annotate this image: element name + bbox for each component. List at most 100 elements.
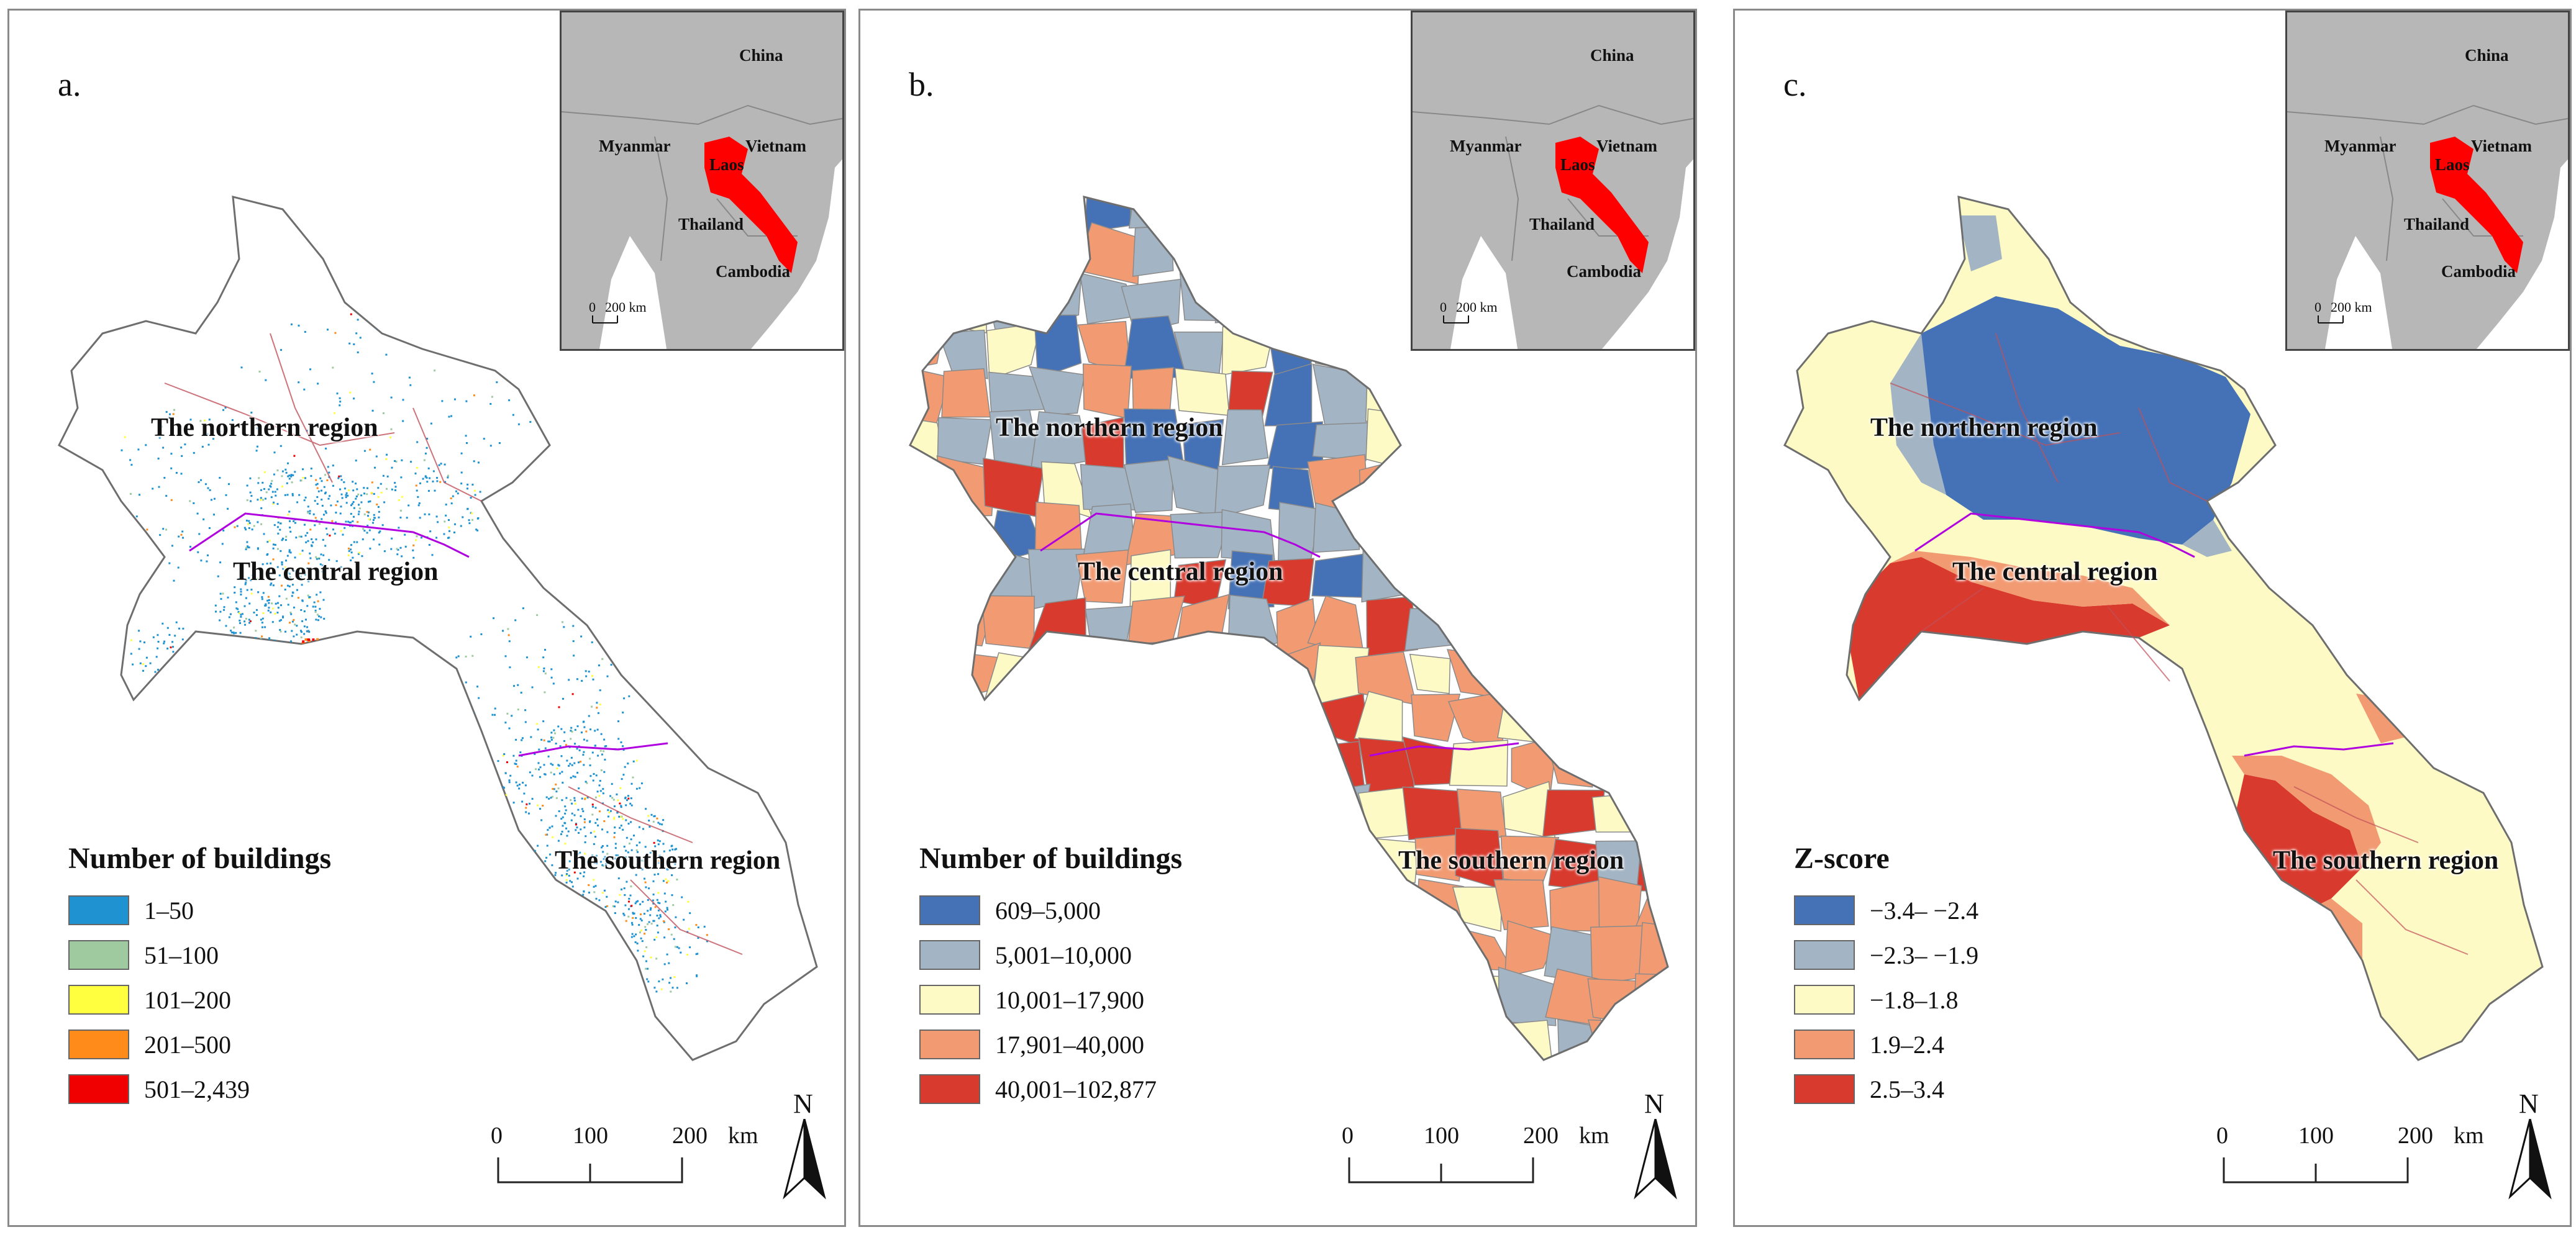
scale-tick-100: 100 — [2298, 1123, 2334, 1149]
legend: Number of buildings 1–50 51–100 101–200 … — [68, 841, 331, 1111]
coldspot-fringe-2 — [2182, 520, 2232, 557]
legend-item: 10,001–17,900 — [919, 977, 1182, 1022]
scale-tick-100: 100 — [1424, 1123, 1459, 1149]
legend-swatch — [68, 1074, 129, 1104]
region-boundary-north-central — [189, 512, 470, 558]
legend-title: Z-score — [1794, 842, 1890, 875]
inset-label-cambodia: Cambodia — [2441, 262, 2516, 281]
north-arrow-icon — [1634, 1119, 1677, 1200]
scale-bar: 0 100 200 km — [2216, 1122, 2484, 1190]
laos-building-map — [58, 196, 818, 1061]
scale-bar: 0 100 200 km — [491, 1122, 758, 1190]
region-label-north: The northern region — [1870, 414, 2098, 442]
inset-sea — [599, 159, 842, 349]
laos-outline — [58, 196, 818, 1061]
inset-label-laos: Laos — [709, 155, 744, 174]
legend-item: 1–50 — [68, 888, 331, 933]
region-label-central: The central region — [233, 558, 439, 586]
region-boundary-central-south — [518, 742, 668, 757]
inset-scale-label: 200 km — [1456, 299, 1498, 315]
region-label-south: The southern region — [2273, 846, 2499, 875]
inset-label-cambodia: Cambodia — [1567, 262, 1642, 281]
legend-title: Number of buildings — [919, 842, 1183, 875]
legend-item: 1.9–2.4 — [1794, 1022, 1978, 1067]
region-label-north: The northern region — [151, 414, 378, 442]
inset-label-china: China — [739, 46, 783, 65]
legend-swatch — [68, 1030, 129, 1059]
inset-label-vietnam: Vietnam — [745, 137, 806, 155]
region-label-central: The central region — [1078, 558, 1283, 586]
legend-title: Number of buildings — [68, 842, 332, 875]
scale-tick-0: 0 — [2216, 1123, 2228, 1149]
region-label-south: The southern region — [1398, 846, 1624, 875]
legend-text: 40,001–102,877 — [995, 1075, 1157, 1103]
inset-label-vietnam: Vietnam — [1596, 137, 1657, 155]
hotspot-central-fringe — [1890, 551, 2170, 625]
legend-text: 201–500 — [144, 1030, 231, 1059]
scale-tick-100: 100 — [573, 1123, 608, 1149]
legend-item: 40,001–102,877 — [919, 1067, 1182, 1111]
inset-label-laos: Laos — [1560, 155, 1595, 174]
coldspot-fringe-3 — [1959, 215, 2002, 271]
legend-text: −2.3– −1.9 — [1870, 941, 1979, 969]
north-arrow: N — [780, 1088, 829, 1200]
legend-item: 2.5–3.4 — [1794, 1067, 1978, 1111]
legend-item: −2.3– −1.9 — [1794, 933, 1978, 977]
inset-label-thailand: Thailand — [1529, 215, 1595, 233]
location-inset-map: China Myanmar Vietnam Laos Thailand Camb… — [560, 11, 844, 351]
inset-scale-zero: 0 — [2314, 299, 2321, 315]
scale-tick-200: 200 — [2398, 1123, 2433, 1149]
legend-swatch — [919, 1074, 980, 1104]
legend-swatch — [68, 985, 129, 1015]
inset-label-vietnam: Vietnam — [2471, 137, 2532, 155]
inset-scale-label: 200 km — [605, 299, 647, 315]
north-label: N — [2519, 1088, 2539, 1119]
legend-item: 5,001–10,000 — [919, 933, 1182, 977]
legend-swatch — [1794, 940, 1855, 970]
legend-swatch — [1794, 985, 1855, 1015]
legend-text: 17,901–40,000 — [995, 1030, 1144, 1059]
region-label-central: The central region — [1952, 558, 2158, 586]
scale-unit: km — [2454, 1123, 2484, 1149]
hotspot-central — [1847, 557, 2170, 700]
legend-swatch — [1794, 895, 1855, 925]
legend-text: 2.5–3.4 — [1870, 1075, 1944, 1103]
inset-label-thailand: Thailand — [2404, 215, 2470, 233]
legend-text: 10,001–17,900 — [995, 985, 1144, 1014]
legend-text: 51–100 — [144, 941, 219, 969]
inset-laos — [704, 137, 798, 273]
legend-item: 201–500 — [68, 1022, 331, 1067]
legend-item: 501–2,439 — [68, 1067, 331, 1111]
inset-label-myanmar: Myanmar — [599, 137, 671, 155]
legend-swatch — [68, 895, 129, 925]
legend-item: 17,901–40,000 — [919, 1022, 1182, 1067]
legend-swatch — [68, 940, 129, 970]
legend-text: 1–50 — [144, 896, 194, 925]
inset-label-thailand: Thailand — [678, 215, 744, 233]
legend-text: 101–200 — [144, 985, 231, 1014]
scale-tick-200: 200 — [672, 1123, 708, 1149]
map-panel-b: b. China Myanmar Vietnam Laos Thailand C… — [858, 9, 1697, 1227]
legend-swatch — [919, 985, 980, 1015]
scale-unit: km — [728, 1123, 758, 1149]
inset-label-china: China — [2465, 46, 2509, 65]
legend-swatch — [1794, 1074, 1855, 1104]
inset-label-laos: Laos — [2435, 155, 2470, 174]
legend-swatch — [919, 895, 980, 925]
inset-label-myanmar: Myanmar — [2324, 137, 2396, 155]
north-arrow-icon — [2508, 1119, 2552, 1200]
coldspot-north-fringe — [1890, 333, 1946, 495]
legend-text: 5,001–10,000 — [995, 941, 1132, 969]
map-panel-a: a. China Myanmar Vietnam Laos Thailand C… — [7, 9, 846, 1227]
legend-text: −1.8–1.8 — [1870, 985, 1959, 1014]
legend-text: 1.9–2.4 — [1870, 1030, 1944, 1059]
north-arrow: N — [2505, 1088, 2555, 1200]
region-label-south: The southern region — [555, 846, 781, 875]
panel-label: c. — [1783, 66, 1807, 103]
north-arrow-icon — [783, 1119, 826, 1200]
inset-scale-label: 200 km — [2331, 299, 2372, 315]
inset-label-cambodia: Cambodia — [716, 262, 791, 281]
panel-label: b. — [909, 66, 934, 103]
province-boundaries — [164, 333, 743, 955]
north-label: N — [793, 1088, 813, 1119]
